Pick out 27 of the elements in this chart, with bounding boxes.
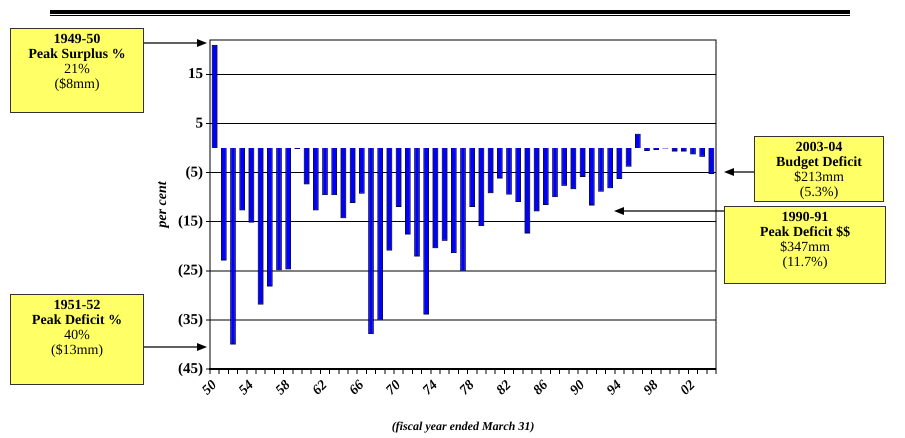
x-tick-label: 74	[420, 378, 441, 398]
x-tick-label: 02	[678, 378, 698, 398]
x-tick-label: 66	[346, 378, 368, 398]
x-tick-label: 98	[641, 378, 662, 398]
x-tick-label: 62	[310, 378, 330, 398]
x-tick-label: 86	[530, 378, 552, 398]
y-tick-label: (45)	[178, 360, 203, 377]
x-tick-label: 78	[457, 378, 478, 398]
x-tick-label: 82	[494, 378, 514, 398]
y-axis-title: per cent	[155, 180, 170, 229]
y-tick-label: 5	[196, 115, 203, 132]
x-tick-label: 58	[273, 378, 294, 398]
y-tick-label: 15	[188, 66, 203, 82]
y-tick-label: (5)	[186, 164, 203, 180]
x-tick-label: 54	[236, 378, 257, 398]
y-tick-label: (15)	[178, 214, 203, 230]
x-axis-title: (fiscal year ended March 31)	[392, 418, 534, 433]
text: 1949-50 Peak Surplus % 21% ($8mm)	[27, 32, 127, 92]
y-tick-label: (35)	[178, 312, 203, 328]
text: 1951-52 Peak Deficit % 40% ($13mm)	[30, 298, 124, 358]
x-tick-label: 94	[604, 378, 625, 398]
x-tick-label: 70	[383, 378, 404, 398]
text: 2003-04 Budget Deficit $213mm (5.3%)	[775, 140, 863, 200]
x-tick-label: 90	[567, 378, 588, 398]
y-tick-label: (25)	[178, 262, 203, 279]
x-tick-label: 50	[199, 378, 220, 398]
text: 1990-91 Peak Deficit $$ $347mm (11.7%)	[758, 210, 852, 270]
